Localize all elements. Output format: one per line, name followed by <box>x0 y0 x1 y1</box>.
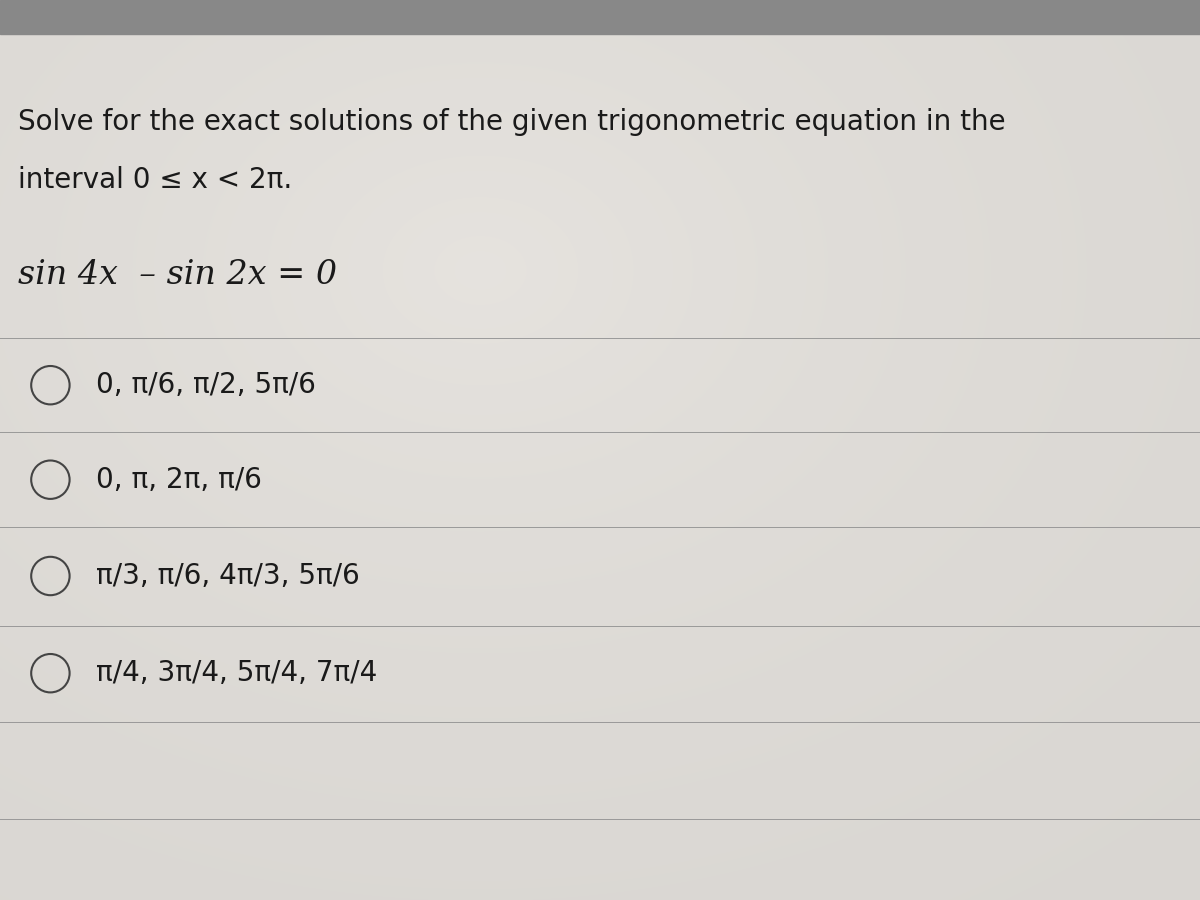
Text: 0, π/6, π/2, 5π/6: 0, π/6, π/2, 5π/6 <box>96 371 316 400</box>
Text: π/3, π/6, 4π/3, 5π/6: π/3, π/6, 4π/3, 5π/6 <box>96 562 360 590</box>
Text: interval 0 ≤ x < 2π.: interval 0 ≤ x < 2π. <box>18 166 293 194</box>
Text: 0, π, 2π, π/6: 0, π, 2π, π/6 <box>96 465 262 494</box>
Text: π/4, 3π/4, 5π/4, 7π/4: π/4, 3π/4, 5π/4, 7π/4 <box>96 659 377 688</box>
Text: Solve for the exact solutions of the given trigonometric equation in the: Solve for the exact solutions of the giv… <box>18 107 1006 136</box>
Bar <box>0 0 1200 34</box>
Text: sin 4x  – sin 2x = 0: sin 4x – sin 2x = 0 <box>18 258 337 291</box>
